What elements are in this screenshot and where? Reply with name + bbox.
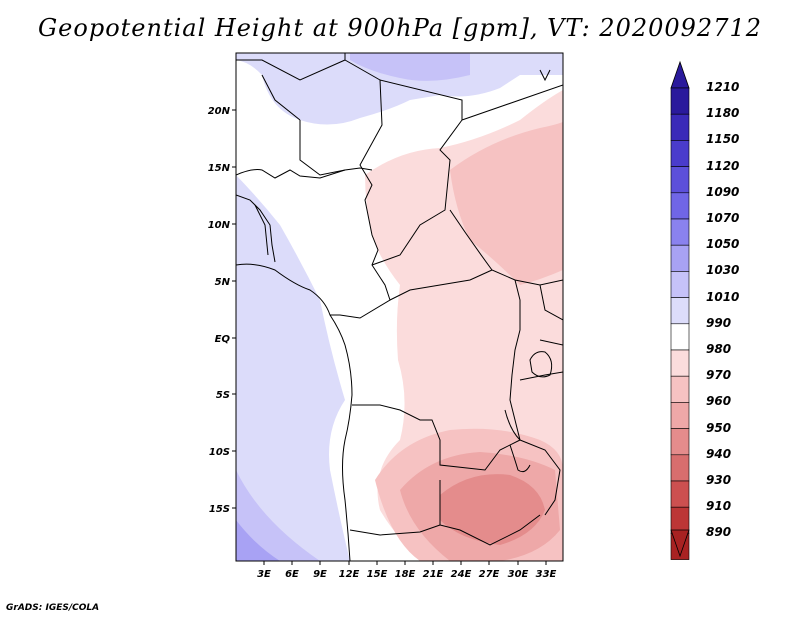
- y-tick-label: 10N: [208, 220, 231, 231]
- y-tick-label: 5S: [216, 390, 230, 401]
- y-axis: 20N 15N 10N 5N EQ 5S 10S 15S: [208, 106, 236, 515]
- colorbar: [671, 62, 689, 560]
- colorbar-level-label: 990: [706, 316, 731, 330]
- colorbar-box: [671, 114, 689, 140]
- colorbar-box: [671, 140, 689, 166]
- colorbar-box: [671, 167, 689, 193]
- colorbar-level-label: 910: [706, 499, 731, 513]
- x-tick-label: 12E: [339, 569, 360, 580]
- colorbar-level-label: 1120: [706, 159, 739, 173]
- height-field: [236, 53, 563, 561]
- colorbar-box: [671, 245, 689, 271]
- y-tick-label: 10S: [209, 447, 230, 458]
- x-tick-label: 6E: [285, 569, 299, 580]
- y-tick-label: 15S: [209, 504, 230, 515]
- x-tick-label: 30E: [508, 569, 529, 580]
- colorbar-box: [671, 193, 689, 219]
- map-figure: 20N 15N 10N 5N EQ 5S 10S 15S 3E 6E 9E 12…: [0, 0, 800, 618]
- colorbar-level-label: 1050: [706, 237, 739, 251]
- colorbar-box: [671, 298, 689, 324]
- y-tick-label: 5N: [215, 277, 231, 288]
- x-tick-label: 21E: [423, 569, 444, 580]
- colorbar-level-label: 980: [706, 342, 731, 356]
- colorbar-boxes: [671, 88, 689, 560]
- x-axis: 3E 6E 9E 12E 15E 18E 21E 24E 27E 30E 33E: [257, 561, 556, 580]
- y-tick-label: EQ: [215, 334, 231, 345]
- x-tick-label: 18E: [395, 569, 416, 580]
- x-tick-label: 15E: [367, 569, 388, 580]
- colorbar-box: [671, 219, 689, 245]
- colorbar-level-label: 890: [706, 525, 731, 539]
- colorbar-top-arrow: [671, 62, 689, 88]
- colorbar-level-label: 960: [706, 394, 731, 408]
- colorbar-box: [671, 324, 689, 350]
- colorbar-box: [671, 481, 689, 507]
- y-tick-label: 15N: [208, 163, 231, 174]
- colorbar-level-label: 1180: [706, 106, 739, 120]
- colorbar-level-label: 1030: [706, 263, 739, 277]
- colorbar-box: [671, 376, 689, 402]
- footer-credit: GrADS: IGES/COLA: [6, 603, 99, 613]
- colorbar-level-label: 1210: [706, 80, 739, 94]
- colorbar-box: [671, 455, 689, 481]
- colorbar-level-label: 970: [706, 368, 731, 382]
- colorbar-level-label: 1150: [706, 132, 739, 146]
- x-tick-label: 3E: [257, 569, 271, 580]
- colorbar-box: [671, 507, 689, 533]
- colorbar-box: [671, 402, 689, 428]
- colorbar-box: [671, 271, 689, 297]
- colorbar-level-label: 930: [706, 473, 731, 487]
- y-tick-label: 20N: [208, 106, 231, 117]
- colorbar-box: [671, 88, 689, 114]
- x-tick-label: 24E: [451, 569, 472, 580]
- colorbar-level-label: 1090: [706, 185, 739, 199]
- x-tick-label: 9E: [313, 569, 327, 580]
- colorbar-box: [671, 350, 689, 376]
- colorbar-level-label: 1010: [706, 290, 739, 304]
- x-tick-label: 27E: [479, 569, 500, 580]
- colorbar-box: [671, 429, 689, 455]
- x-tick-label: 33E: [536, 569, 557, 580]
- colorbar-level-label: 950: [706, 421, 731, 435]
- colorbar-level-label: 1070: [706, 211, 739, 225]
- colorbar-level-label: 940: [706, 447, 731, 461]
